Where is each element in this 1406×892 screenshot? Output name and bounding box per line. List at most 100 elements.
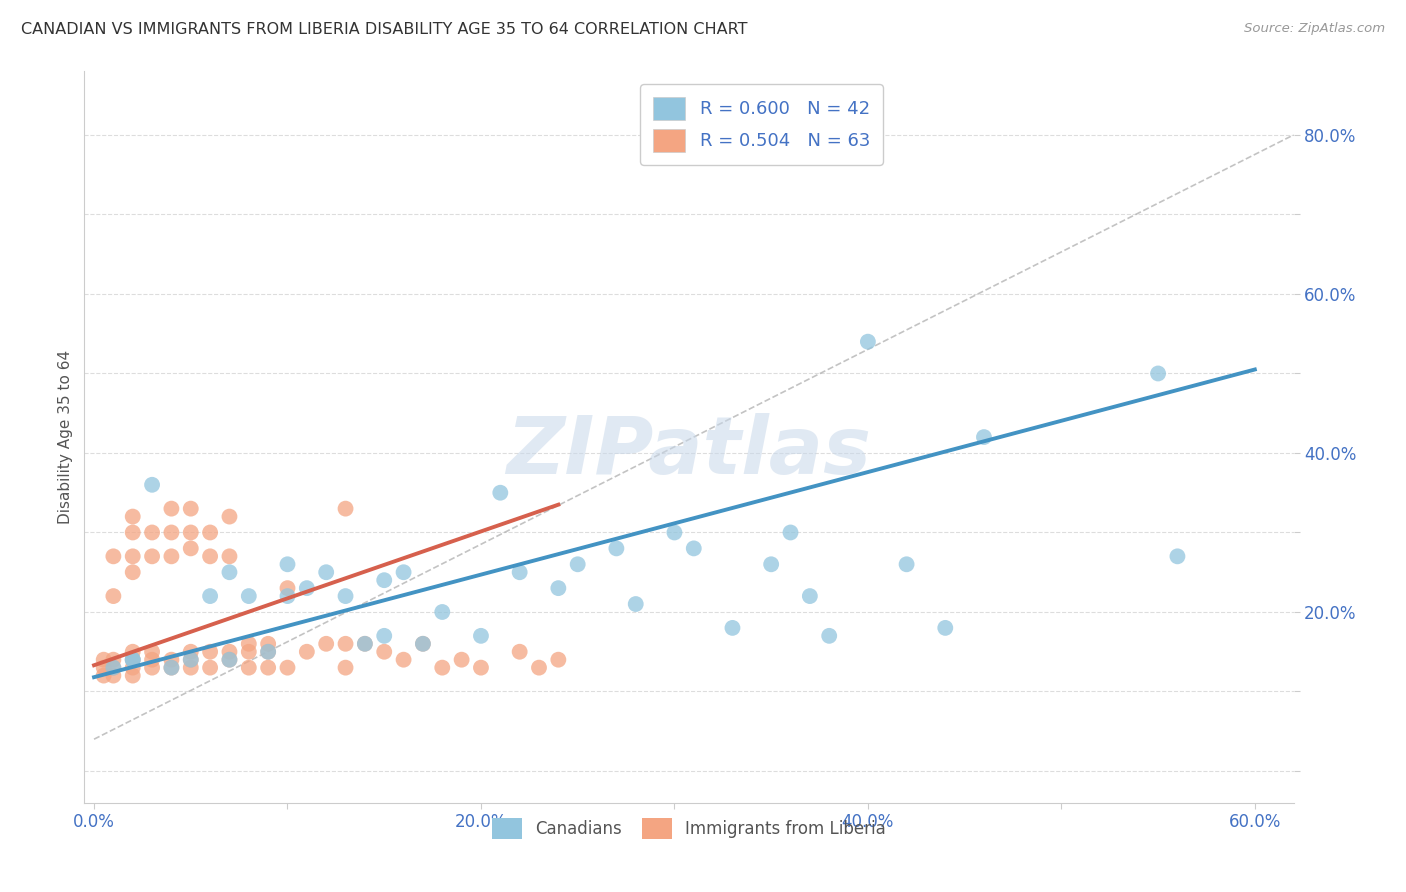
Point: [1147, 367, 1170, 381]
Point: [392, 566, 415, 580]
Point: [547, 653, 569, 667]
Point: [160, 653, 183, 667]
Point: [141, 653, 163, 667]
Point: [973, 430, 995, 444]
Point: [198, 660, 221, 674]
Text: CANADIAN VS IMMIGRANTS FROM LIBERIA DISABILITY AGE 35 TO 64 CORRELATION CHART: CANADIAN VS IMMIGRANTS FROM LIBERIA DISA…: [21, 22, 748, 37]
Point: [373, 645, 395, 659]
Point: [238, 645, 260, 659]
Point: [373, 573, 395, 587]
Point: [934, 621, 956, 635]
Point: [257, 645, 280, 659]
Point: [121, 653, 143, 667]
Point: [180, 653, 202, 667]
Point: [470, 660, 492, 674]
Point: [276, 581, 298, 595]
Point: [1166, 549, 1188, 564]
Point: [276, 558, 298, 572]
Point: [295, 581, 318, 595]
Point: [103, 668, 125, 682]
Point: [121, 525, 143, 540]
Point: [605, 541, 627, 556]
Point: [567, 558, 589, 572]
Point: [160, 501, 183, 516]
Point: [180, 541, 202, 556]
Point: [121, 653, 143, 667]
Point: [682, 541, 704, 556]
Point: [335, 501, 357, 516]
Point: [121, 660, 143, 674]
Point: [779, 525, 801, 540]
Point: [141, 477, 163, 491]
Point: [856, 334, 879, 349]
Point: [238, 589, 260, 603]
Point: [180, 501, 202, 516]
Point: [218, 566, 240, 580]
Point: [198, 589, 221, 603]
Point: [103, 660, 125, 674]
Point: [335, 589, 357, 603]
Text: ZIPatlas: ZIPatlas: [506, 413, 872, 491]
Point: [276, 589, 298, 603]
Point: [315, 637, 337, 651]
Point: [257, 645, 280, 659]
Point: [354, 637, 377, 651]
Point: [218, 645, 240, 659]
Point: [93, 668, 115, 682]
Point: [121, 549, 143, 564]
Point: [93, 660, 115, 674]
Point: [799, 589, 821, 603]
Point: [450, 653, 472, 667]
Point: [896, 558, 918, 572]
Point: [335, 637, 357, 651]
Point: [93, 653, 115, 667]
Point: [238, 660, 260, 674]
Point: [257, 660, 280, 674]
Point: [257, 637, 280, 651]
Point: [121, 645, 143, 659]
Point: [160, 660, 183, 674]
Point: [818, 629, 841, 643]
Point: [373, 629, 395, 643]
Y-axis label: Disability Age 35 to 64: Disability Age 35 to 64: [58, 350, 73, 524]
Point: [103, 660, 125, 674]
Point: [121, 509, 143, 524]
Point: [103, 653, 125, 667]
Point: [489, 485, 512, 500]
Point: [103, 549, 125, 564]
Point: [198, 645, 221, 659]
Point: [198, 549, 221, 564]
Point: [180, 653, 202, 667]
Point: [276, 660, 298, 674]
Point: [664, 525, 686, 540]
Point: [470, 629, 492, 643]
Point: [141, 660, 163, 674]
Point: [218, 549, 240, 564]
Point: [335, 660, 357, 674]
Point: [180, 525, 202, 540]
Point: [121, 668, 143, 682]
Point: [103, 589, 125, 603]
Point: [509, 645, 531, 659]
Point: [759, 558, 782, 572]
Point: [392, 653, 415, 667]
Point: [295, 645, 318, 659]
Text: Source: ZipAtlas.com: Source: ZipAtlas.com: [1244, 22, 1385, 36]
Point: [509, 566, 531, 580]
Point: [198, 525, 221, 540]
Point: [180, 645, 202, 659]
Point: [721, 621, 744, 635]
Point: [527, 660, 550, 674]
Point: [180, 660, 202, 674]
Point: [354, 637, 377, 651]
Point: [315, 566, 337, 580]
Point: [218, 653, 240, 667]
Point: [412, 637, 434, 651]
Point: [432, 605, 454, 619]
Point: [160, 660, 183, 674]
Point: [218, 653, 240, 667]
Legend: Canadians, Immigrants from Liberia: Canadians, Immigrants from Liberia: [485, 811, 893, 846]
Point: [121, 566, 143, 580]
Point: [218, 509, 240, 524]
Point: [141, 549, 163, 564]
